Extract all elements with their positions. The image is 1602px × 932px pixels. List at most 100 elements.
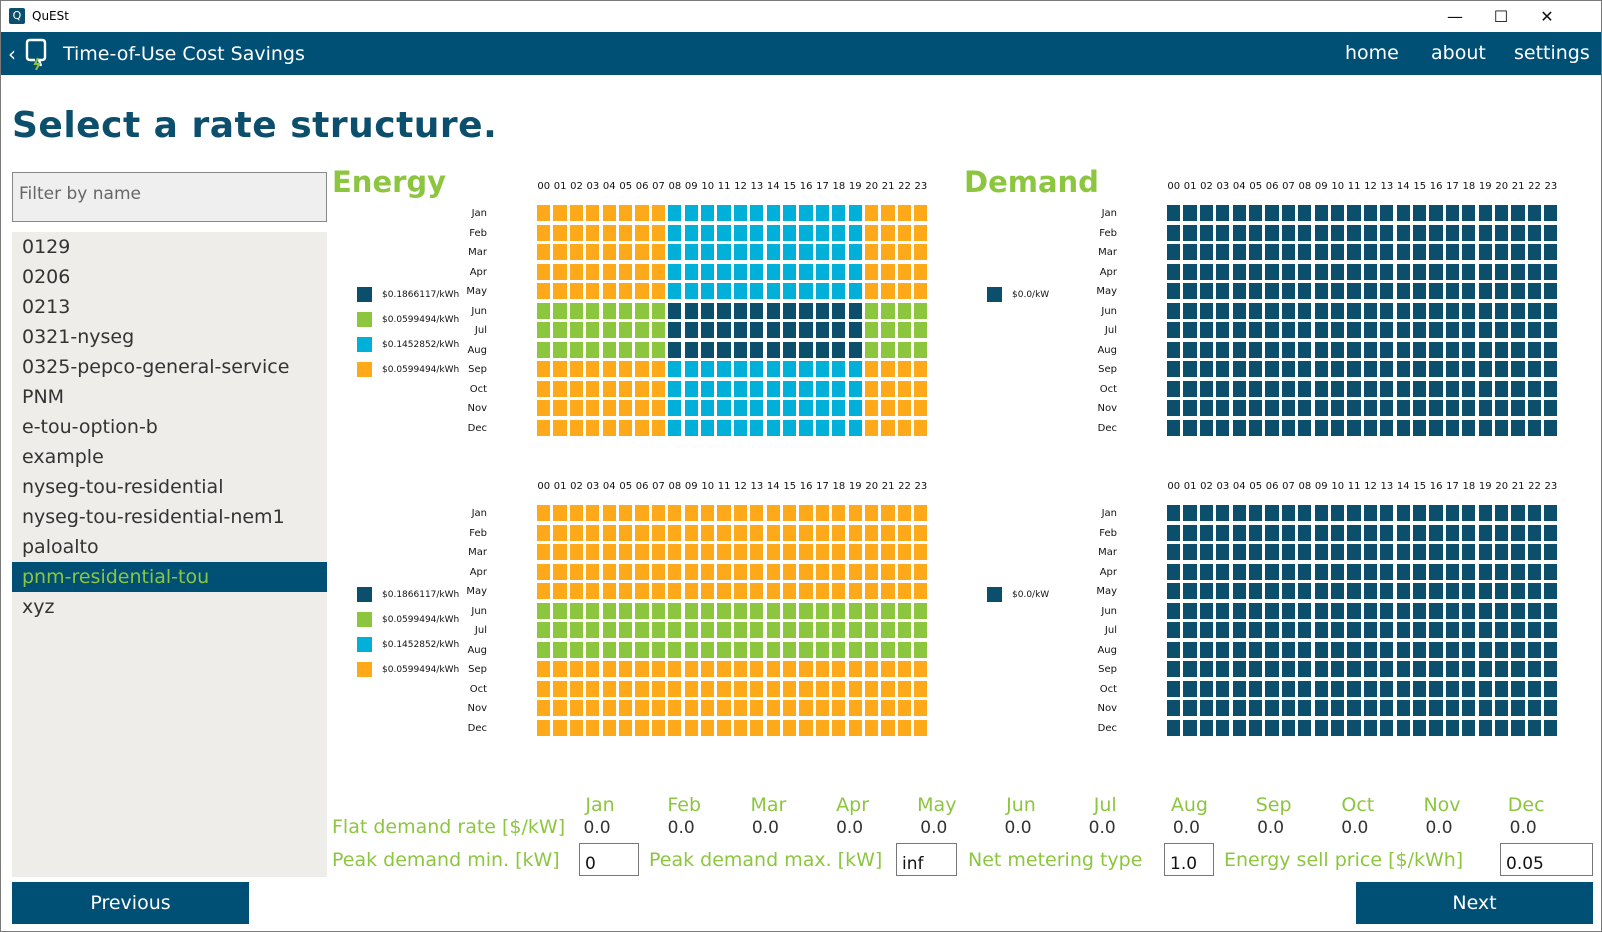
schedule-cell <box>1478 524 1492 541</box>
schedule-cell <box>881 341 895 358</box>
schedule-cell <box>1232 563 1246 580</box>
schedule-cell <box>1462 641 1476 658</box>
schedule-cell <box>848 505 862 522</box>
flat-demand-value[interactable]: 0.0 <box>667 818 695 838</box>
schedule-cell <box>1347 244 1361 261</box>
hour-label: 22 <box>898 481 911 492</box>
flat-demand-value[interactable]: 0.0 <box>1341 818 1369 838</box>
schedule-cell <box>684 380 698 397</box>
schedule-cell <box>1429 400 1443 417</box>
flat-demand-value[interactable]: 0.0 <box>836 818 864 838</box>
month-label: Jan <box>471 508 487 519</box>
schedule-cell <box>651 661 665 678</box>
schedule-cell <box>1281 641 1295 658</box>
list-item[interactable]: 0321-nyseg <box>22 326 135 348</box>
legend-swatch <box>987 287 1002 302</box>
schedule-cell <box>848 622 862 639</box>
schedule-cell <box>602 380 616 397</box>
net-metering-input[interactable] <box>1164 843 1214 876</box>
list-item[interactable]: PNM <box>22 386 65 408</box>
nav-settings[interactable]: settings <box>1514 42 1590 64</box>
nav-home[interactable]: home <box>1345 42 1399 64</box>
schedule-cell <box>619 380 633 397</box>
schedule-cell <box>733 380 747 397</box>
schedule-cell <box>717 224 731 241</box>
schedule-cell <box>750 380 764 397</box>
flat-demand-value[interactable]: 0.0 <box>1088 818 1116 838</box>
schedule-cell <box>651 341 665 358</box>
list-item[interactable]: 0129 <box>22 236 71 258</box>
schedule-cell <box>1544 380 1558 397</box>
list-item[interactable]: example <box>22 446 104 468</box>
schedule-cell <box>717 263 731 280</box>
schedule-cell <box>1478 583 1492 600</box>
flat-demand-value[interactable]: 0.0 <box>751 818 779 838</box>
peak-max-input[interactable] <box>896 843 957 876</box>
peak-min-input[interactable] <box>579 843 639 876</box>
schedule-cell <box>1527 661 1541 678</box>
list-item[interactable]: 0213 <box>22 296 71 318</box>
minimize-button[interactable]: — <box>1447 6 1463 26</box>
flat-demand-value[interactable]: 0.0 <box>1425 818 1453 838</box>
schedule-cell <box>1281 419 1295 436</box>
schedule-cell <box>1167 505 1181 522</box>
flat-demand-value[interactable]: 0.0 <box>583 818 611 838</box>
schedule-cell <box>1167 680 1181 697</box>
schedule-cell <box>602 400 616 417</box>
legend-item: $0.0/kW <box>987 287 1049 302</box>
hour-label: 09 <box>1314 481 1328 492</box>
schedule-cell <box>537 544 551 561</box>
schedule-cell <box>701 583 715 600</box>
filter-input[interactable] <box>12 172 327 222</box>
previous-button[interactable]: Previous <box>12 882 249 924</box>
schedule-cell <box>1445 661 1459 678</box>
list-item[interactable]: xyz <box>22 596 55 618</box>
list-item[interactable]: nyseg-tou-residential <box>22 476 224 498</box>
schedule-cell <box>1511 361 1525 378</box>
flat-demand-value[interactable]: 0.0 <box>1257 818 1285 838</box>
maximize-button[interactable]: ☐ <box>1493 6 1509 26</box>
list-item-selected[interactable]: pnm-residential-tou <box>12 562 327 592</box>
schedule-cell <box>848 524 862 541</box>
schedule-cell <box>766 341 780 358</box>
list-item[interactable]: e-tou-option-b <box>22 416 158 438</box>
schedule-cell <box>1265 283 1279 300</box>
schedule-cell <box>1331 719 1345 736</box>
schedule-cell <box>684 563 698 580</box>
list-item[interactable]: 0325-pepco-general-service <box>22 356 290 378</box>
schedule-cell <box>1527 583 1541 600</box>
legend-swatch <box>357 362 372 377</box>
hour-label: 03 <box>586 481 600 492</box>
nav-about[interactable]: about <box>1431 42 1486 64</box>
list-item[interactable]: nyseg-tou-residential-nem1 <box>22 506 285 528</box>
schedule-cell <box>1216 641 1230 658</box>
schedule-cell <box>701 505 715 522</box>
schedule-cell <box>848 680 862 697</box>
sell-price-input[interactable] <box>1500 843 1593 876</box>
back-button[interactable]: ‹ <box>8 41 16 66</box>
schedule-cell <box>1265 661 1279 678</box>
list-item[interactable]: paloalto <box>22 536 99 558</box>
schedule-cell <box>1363 419 1377 436</box>
schedule-cell <box>1511 419 1525 436</box>
list-item[interactable]: 0206 <box>22 266 71 288</box>
schedule-cell <box>848 400 862 417</box>
schedule-cell <box>602 224 616 241</box>
schedule-cell <box>1445 419 1459 436</box>
schedule-cell <box>1478 622 1492 639</box>
flat-demand-value[interactable]: 0.0 <box>1172 818 1200 838</box>
close-button[interactable]: ✕ <box>1540 6 1554 26</box>
schedule-cell <box>553 700 567 717</box>
next-button[interactable]: Next <box>1356 882 1593 924</box>
legend-swatch <box>357 637 372 652</box>
schedule-cell <box>602 680 616 697</box>
hour-label: 20 <box>865 481 879 492</box>
flat-demand-value[interactable]: 0.0 <box>1004 818 1032 838</box>
schedule-cell <box>1396 380 1410 397</box>
schedule-cell <box>1429 224 1443 241</box>
flat-demand-value[interactable]: 0.0 <box>920 818 948 838</box>
schedule-cell <box>537 719 551 736</box>
flat-demand-value[interactable]: 0.0 <box>1509 818 1537 838</box>
month-label: Apr <box>469 566 487 578</box>
schedule-cell <box>1298 400 1312 417</box>
